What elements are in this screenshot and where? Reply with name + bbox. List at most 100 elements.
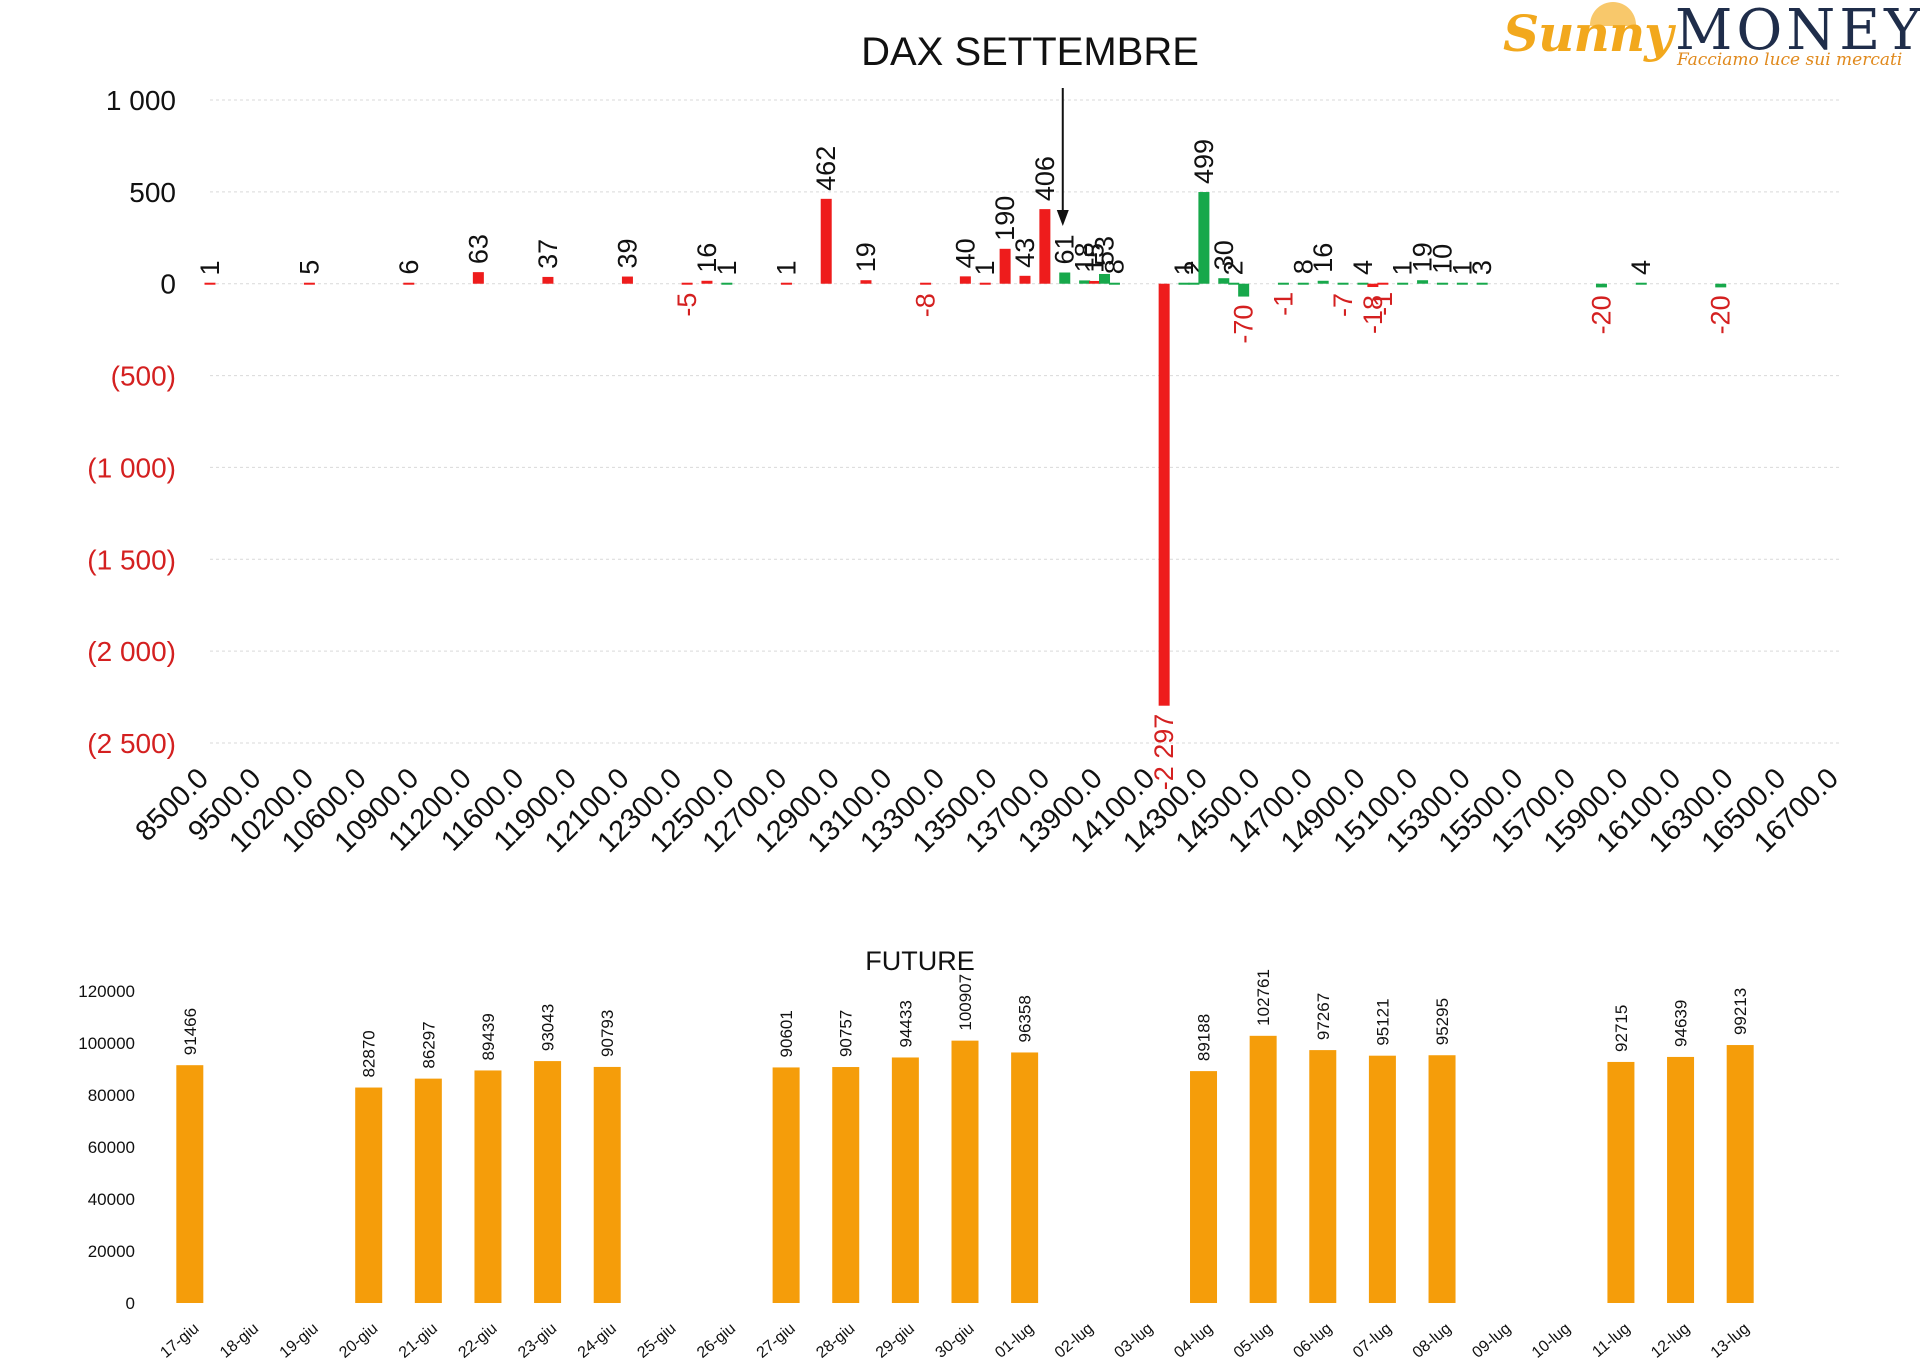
logo-money-text: MONEY: [1675, 0, 1920, 63]
bar: [1607, 1061, 1635, 1303]
bar: [820, 198, 832, 284]
data-label: 95121: [1373, 998, 1392, 1045]
data-label: 61: [1050, 234, 1080, 264]
data-label: 3: [1467, 260, 1497, 275]
bar: [1428, 1055, 1456, 1303]
data-label: 92715: [1612, 1005, 1631, 1052]
data-label: 89188: [1195, 1014, 1214, 1061]
bar: [951, 1040, 979, 1303]
bar: [1011, 1052, 1039, 1303]
bar: [1297, 282, 1309, 285]
x-tick-label: 05-lug: [1231, 1320, 1276, 1362]
bar: [1188, 282, 1200, 285]
data-label: -1: [1368, 292, 1398, 316]
x-tick-label: 21-giu: [396, 1320, 441, 1362]
data-label: 43: [1010, 238, 1040, 268]
x-tick-label: 13-lug: [1708, 1320, 1753, 1362]
x-tick-label: 08-lug: [1410, 1320, 1455, 1362]
bar: [1238, 283, 1250, 297]
bar: [1108, 282, 1120, 285]
bar: [1317, 280, 1329, 284]
bar: [355, 1087, 383, 1303]
bar: [593, 1066, 621, 1303]
data-label: 4: [1626, 260, 1656, 275]
data-label: 97267: [1314, 993, 1333, 1040]
data-label: 1: [771, 260, 801, 275]
bar: [1715, 283, 1727, 288]
data-label: 94639: [1672, 1000, 1691, 1047]
data-label: -1: [1268, 292, 1298, 316]
y-tick-label: (2 000): [87, 636, 176, 667]
data-label: 90793: [598, 1010, 617, 1057]
x-tick-label: 24-giu: [575, 1320, 620, 1362]
data-label: 99213: [1731, 988, 1750, 1035]
x-tick-label: 19-giu: [277, 1320, 322, 1362]
data-label: 100907: [956, 974, 975, 1031]
arrow-icon: [1056, 210, 1069, 226]
data-label: 8: [1099, 259, 1129, 274]
bar: [1178, 282, 1190, 285]
bar: [472, 272, 484, 284]
future-volume-chart: FUTURE 0 20000 40000 60000 80000 100000 120000 1…: [78, 946, 1754, 1362]
data-label: 1: [1169, 260, 1199, 275]
x-tick-label: 06-lug: [1290, 1320, 1335, 1362]
data-label: 15: [1080, 243, 1110, 273]
bar: [1436, 282, 1448, 285]
data-label: 90601: [777, 1010, 796, 1057]
bar: [414, 1078, 442, 1303]
bar: [303, 282, 315, 285]
bar: [1667, 1056, 1695, 1303]
data-label: 63: [463, 234, 493, 264]
data-label: 8: [1288, 259, 1318, 274]
logo-sunny-text: Sunny: [1503, 4, 1673, 63]
data-label: 89439: [479, 1013, 498, 1060]
data-label: 91466: [181, 1008, 200, 1055]
x-tick-label: 20-giu: [336, 1320, 381, 1362]
bar: [1218, 278, 1230, 284]
bar: [1059, 272, 1071, 284]
data-label: 10: [1427, 244, 1457, 274]
logo-tagline: Facciamo luce sui mercati: [1677, 50, 1903, 70]
bar: [176, 1065, 204, 1303]
y-tick-label: 500: [129, 177, 176, 208]
bar: [1277, 282, 1289, 285]
y-tick-label: (1 500): [87, 544, 176, 575]
data-label: 19: [851, 242, 881, 272]
bar: [1099, 273, 1111, 284]
x-tick-label: 03-lug: [1111, 1320, 1156, 1362]
bar: [999, 248, 1011, 284]
x-tick-label: 17-giu: [157, 1320, 202, 1362]
data-label: 40: [950, 238, 980, 268]
bar: [474, 1070, 502, 1303]
data-label: -2 297: [1149, 714, 1179, 791]
y-tick-label: (2 500): [87, 728, 176, 759]
data-label: -70: [1229, 305, 1259, 344]
y-tick-label: 0: [160, 269, 176, 300]
x-tick-label: 01-lug: [992, 1320, 1037, 1362]
data-label: 96358: [1016, 995, 1035, 1042]
x-tick-label: 07-lug: [1350, 1320, 1395, 1362]
bar: [920, 282, 932, 285]
chart-title: DAX SETTEMBRE: [861, 30, 1199, 74]
bar: [1039, 209, 1051, 284]
bar: [1158, 283, 1170, 706]
y-tick-label: 120000: [78, 982, 135, 1001]
chart-title: FUTURE: [865, 946, 975, 976]
y-tick-label: 1 000: [106, 85, 176, 116]
data-label: 90757: [837, 1010, 856, 1057]
bar: [1337, 282, 1349, 285]
data-label: 4: [1348, 260, 1378, 275]
data-label: 6: [394, 260, 424, 275]
data-label: 406: [1030, 156, 1060, 201]
bar: [534, 1061, 562, 1303]
y-tick-label: (1 000): [87, 452, 176, 483]
bar: [1397, 282, 1409, 285]
bar: [621, 276, 633, 284]
data-label: 94433: [896, 1000, 915, 1047]
bar: [891, 1057, 919, 1303]
data-label: 18: [1070, 242, 1100, 272]
bar: [681, 282, 693, 285]
bar: [1635, 282, 1647, 285]
y-tick-label: 100000: [78, 1034, 135, 1053]
